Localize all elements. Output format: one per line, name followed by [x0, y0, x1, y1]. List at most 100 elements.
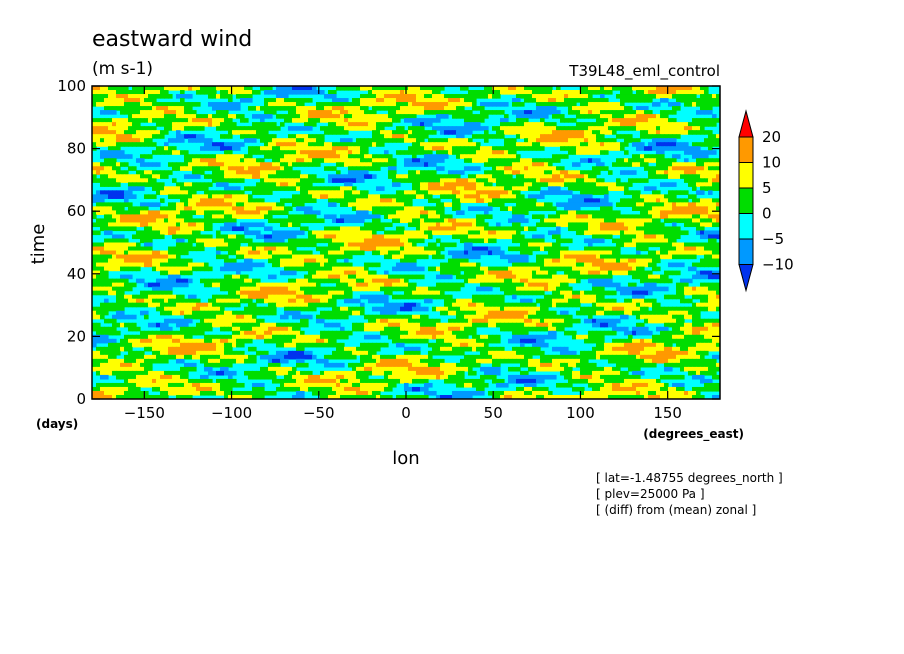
field-cell — [536, 170, 541, 175]
field-cell — [624, 230, 629, 236]
field-cell — [328, 130, 333, 135]
field-cell — [276, 158, 281, 163]
field-cell — [520, 246, 525, 252]
field-cell — [592, 122, 597, 127]
field-cell — [424, 158, 429, 163]
field-cell — [628, 230, 633, 236]
field-cell — [336, 98, 341, 103]
field-cell — [444, 150, 449, 155]
field-cell — [236, 254, 241, 260]
field-cell — [136, 186, 141, 191]
field-cell — [568, 98, 573, 103]
field-cell — [332, 110, 337, 115]
field-cell — [244, 194, 249, 199]
field-cell — [524, 146, 529, 151]
field-cell — [584, 202, 589, 207]
field-cell — [516, 198, 521, 203]
field-cell — [356, 198, 361, 203]
field-cell — [124, 226, 129, 232]
field-cell — [604, 114, 609, 119]
field-cell — [264, 154, 269, 159]
field-cell — [116, 106, 121, 111]
field-cell — [100, 202, 105, 207]
field-cell — [608, 138, 613, 143]
field-cell — [328, 198, 333, 203]
field-cell — [480, 154, 485, 159]
field-cell — [424, 190, 429, 195]
field-cell — [352, 242, 357, 248]
field-cell — [576, 114, 581, 119]
field-cell — [380, 226, 385, 232]
field-cell — [380, 186, 385, 191]
field-cell — [604, 198, 609, 203]
field-cell — [176, 86, 181, 91]
field-cell — [208, 226, 213, 232]
field-cell — [204, 234, 209, 240]
field-cell — [336, 122, 341, 127]
field-cell — [592, 90, 597, 95]
field-cell — [676, 226, 681, 232]
field-cell — [516, 170, 521, 175]
field-cell — [192, 158, 197, 163]
field-cell — [580, 102, 585, 107]
field-cell — [544, 206, 549, 211]
field-cell — [112, 246, 117, 252]
field-cell — [572, 182, 577, 187]
field-cell — [164, 222, 169, 228]
field-cell — [244, 138, 249, 143]
field-cell — [620, 106, 625, 111]
field-cell — [200, 198, 205, 203]
field-cell — [228, 214, 233, 220]
field-cell — [256, 250, 261, 256]
field-cell — [448, 242, 453, 248]
field-cell — [152, 254, 157, 260]
field-cell — [436, 138, 441, 143]
field-cell — [424, 118, 429, 123]
field-cell — [652, 146, 657, 151]
field-cell — [560, 246, 565, 252]
field-cell — [308, 106, 313, 111]
field-cell — [336, 154, 341, 159]
field-cell — [292, 194, 297, 199]
field-cell — [712, 102, 717, 107]
field-cell — [700, 198, 705, 203]
field-cell — [472, 190, 477, 195]
field-cell — [652, 158, 657, 163]
field-cell — [100, 130, 105, 135]
field-cell — [124, 202, 129, 207]
field-cell — [676, 90, 681, 95]
field-cell — [108, 210, 113, 216]
field-cell — [616, 162, 621, 167]
field-cell — [300, 142, 305, 147]
field-cell — [380, 98, 385, 103]
field-cell — [368, 230, 373, 236]
field-cell — [464, 114, 469, 119]
field-cell — [604, 186, 609, 191]
field-cell — [256, 210, 261, 216]
field-cell — [692, 122, 697, 127]
field-cell — [532, 234, 537, 240]
field-cell — [288, 230, 293, 236]
field-cell — [424, 170, 429, 175]
field-cell — [272, 150, 277, 155]
field-cell — [428, 122, 433, 127]
field-cell — [480, 90, 485, 95]
field-cell — [592, 130, 597, 135]
field-cell — [452, 230, 457, 236]
field-cell — [124, 142, 129, 147]
field-cell — [124, 254, 129, 260]
field-cell — [540, 170, 545, 175]
field-cell — [224, 154, 229, 159]
field-cell — [212, 238, 217, 244]
field-cell — [196, 126, 201, 131]
field-cell — [492, 198, 497, 203]
field-cell — [560, 166, 565, 171]
field-cell — [412, 150, 417, 155]
field-cell — [500, 122, 505, 127]
field-cell — [632, 142, 637, 147]
field-cell — [304, 206, 309, 211]
field-cell — [416, 126, 421, 131]
field-cell — [128, 186, 133, 191]
field-cell — [396, 226, 401, 232]
field-cell — [520, 238, 525, 244]
